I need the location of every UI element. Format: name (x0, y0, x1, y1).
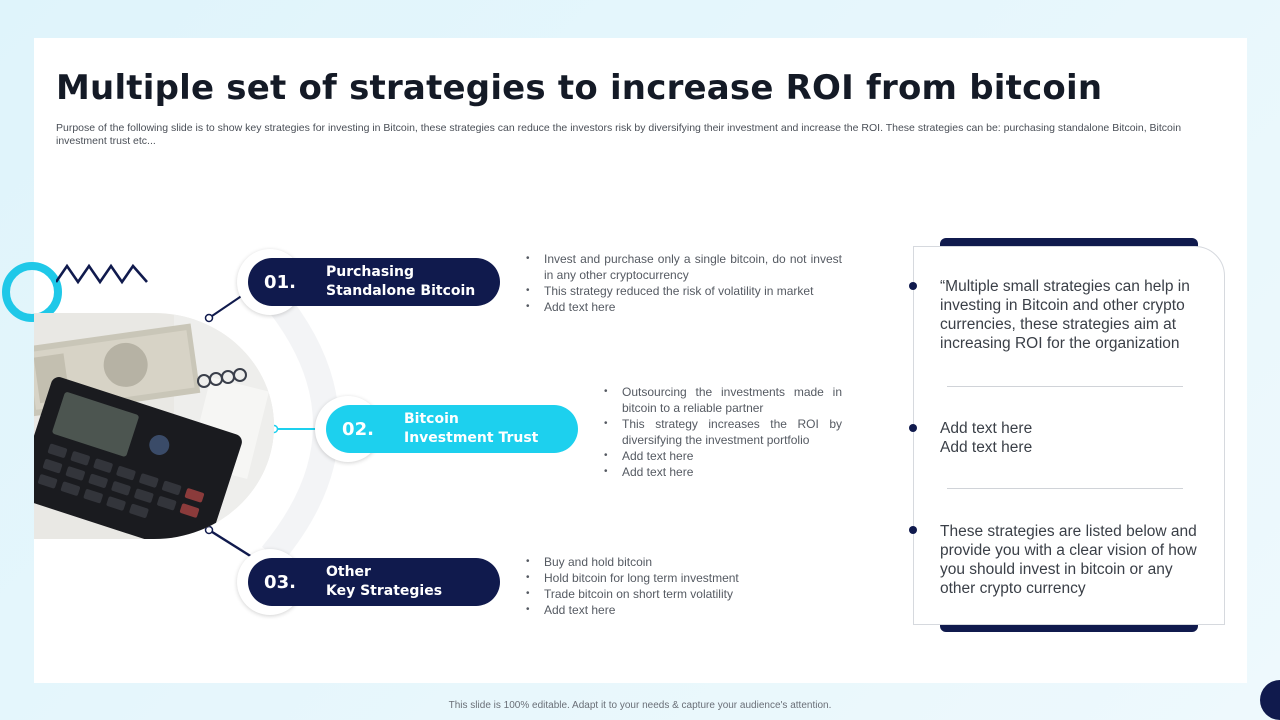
strategy-1-bullets: Invest and purchase only a single bitcoi… (524, 251, 842, 315)
footer-text: This slide is 100% editable. Adapt it to… (448, 700, 832, 711)
list-item: Outsourcing the investments made in bitc… (602, 384, 842, 416)
list-item: Add text here (524, 299, 842, 315)
list-item: Add text here (524, 602, 842, 618)
divider (947, 488, 1183, 489)
list-item: Hold bitcoin for long term investment (524, 570, 842, 586)
strategy-pill-3: 03. Other Key Strategies (248, 558, 500, 606)
strategy-number: 02. (342, 418, 374, 440)
page-subtitle: Purpose of the following slide is to sho… (56, 122, 1182, 147)
calculator-money-photo (34, 313, 274, 539)
strategy-label: Bitcoin Investment Trust (404, 411, 539, 446)
strategy-label: Other Key Strategies (326, 564, 443, 599)
bullet-dot (909, 526, 917, 534)
page-title: Multiple set of strategies to increase R… (56, 68, 1103, 108)
strategy-2-bullets: Outsourcing the investments made in bitc… (602, 384, 842, 480)
strategy-label: Purchasing Standalone Bitcoin (326, 264, 476, 299)
summary-note-2: Add text here Add text here (940, 420, 1033, 456)
bullet-dot (909, 282, 917, 290)
divider (947, 386, 1183, 387)
strategy-3-bullets: Buy and hold bitcoin Hold bitcoin for lo… (524, 554, 842, 618)
list-item: Add text here (602, 448, 842, 464)
bullet-dot (909, 424, 917, 432)
summary-card (913, 246, 1225, 625)
list-item: Trade bitcoin on short term volatility (524, 586, 842, 602)
summary-note-1: “Multiple small strategies can help in i… (940, 278, 1190, 352)
list-item: Buy and hold bitcoin (524, 554, 842, 570)
strategy-number: 03. (264, 571, 296, 593)
list-item: Invest and purchase only a single bitcoi… (524, 251, 842, 283)
decorative-ring (2, 262, 62, 322)
decorative-zigzag (56, 263, 148, 285)
strategy-pill-1: 01. Purchasing Standalone Bitcoin (248, 258, 500, 306)
summary-note-3: These strategies are listed below and pr… (940, 523, 1197, 597)
strategy-pill-2: 02. Bitcoin Investment Trust (326, 405, 578, 453)
list-item: This strategy increases the ROI by diver… (602, 416, 842, 448)
list-item: This strategy reduced the risk of volati… (524, 283, 842, 299)
corner-decoration (1260, 680, 1280, 720)
strategy-number: 01. (264, 271, 296, 293)
list-item: Add text here (602, 464, 842, 480)
